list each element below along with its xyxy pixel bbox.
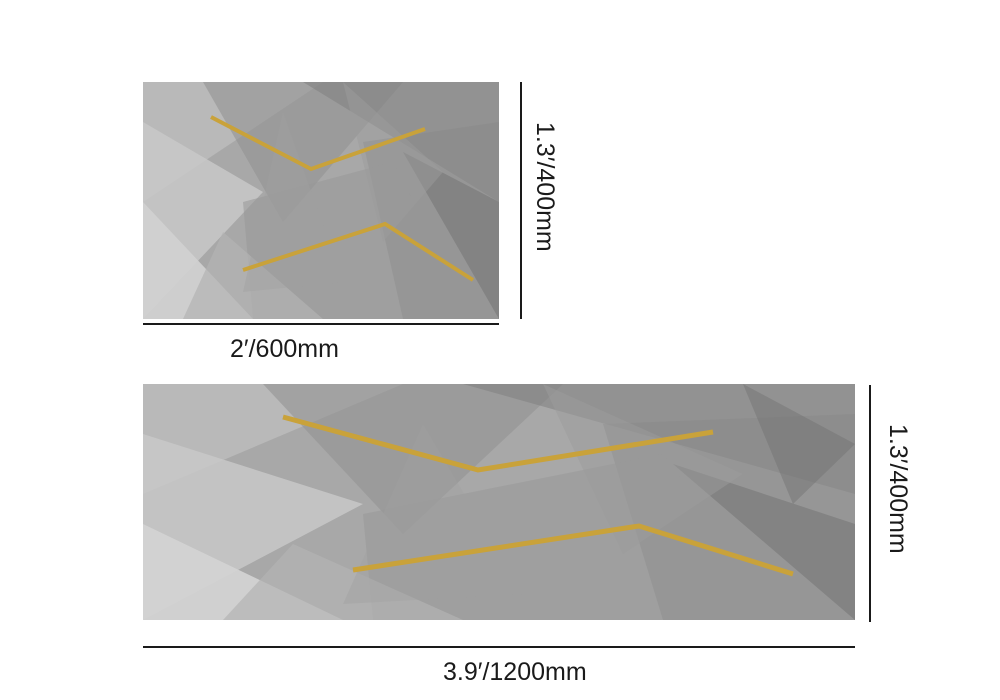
width-dimension-line-large — [143, 646, 855, 648]
rug-preview-large — [143, 384, 855, 620]
height-dimension-line-large — [869, 385, 871, 622]
height-dimension-line-small — [520, 82, 522, 319]
height-label-small: 1.3′/400mm — [531, 122, 559, 252]
rug-preview-small — [143, 82, 499, 319]
width-label-large: 3.9′/1200mm — [443, 658, 587, 686]
width-dimension-line-small — [143, 323, 499, 325]
height-label-large: 1.3′/400mm — [884, 424, 912, 554]
rug-pattern-small — [143, 82, 499, 319]
width-label-small: 2′/600mm — [230, 335, 339, 363]
rug-pattern-large — [143, 384, 855, 620]
